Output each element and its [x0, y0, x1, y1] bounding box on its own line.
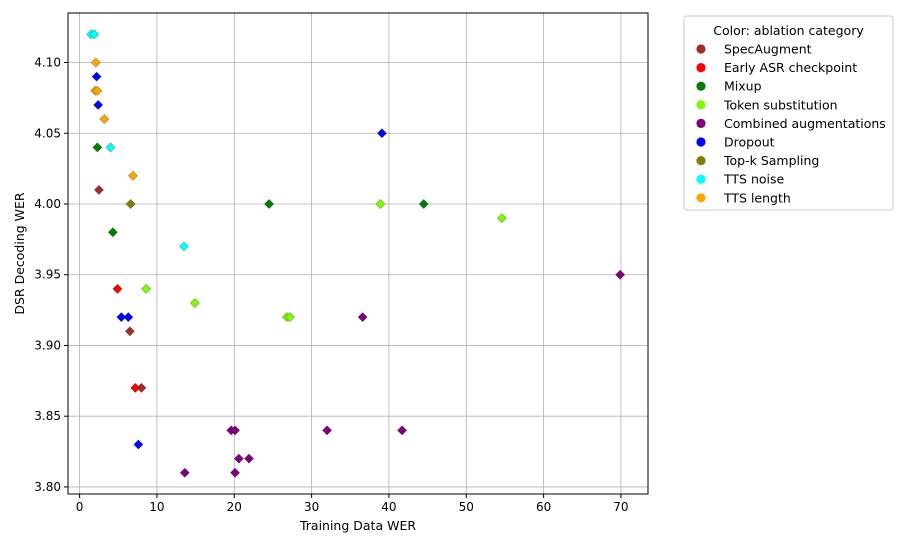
- data-point: [92, 142, 103, 153]
- data-point: [284, 312, 295, 323]
- data-point: [141, 283, 152, 294]
- x-tick-label: 50: [459, 500, 474, 514]
- legend-label: Top-k Sampling: [723, 153, 819, 168]
- legend-marker: [696, 81, 706, 91]
- data-point: [615, 269, 626, 280]
- data-point: [357, 312, 368, 323]
- data-point: [93, 99, 104, 110]
- y-tick-label: 4.00: [34, 197, 61, 211]
- legend-box: [683, 15, 894, 211]
- grid: [68, 13, 648, 494]
- data-point: [107, 227, 118, 238]
- data-point: [123, 312, 134, 323]
- data-point: [189, 297, 200, 309]
- legend-label: Mixup: [724, 79, 762, 94]
- legend-label: TTS noise: [723, 172, 785, 187]
- data-point: [496, 213, 507, 224]
- y-axis: 3.80 3.85 3.90 3.95 4.00 4.05 4.10: [34, 56, 68, 494]
- legend-label: Token substitution: [723, 97, 838, 112]
- x-axis-label: Training Data WER: [299, 518, 416, 533]
- legend-title: Color: ablation category: [713, 23, 864, 38]
- legend-marker: [696, 100, 706, 110]
- legend-items: SpecAugment Early ASR checkpoint Mixup Toke…: [696, 42, 886, 205]
- legend: Color: ablation category SpecAugment Earl…: [683, 15, 894, 211]
- data-point: [127, 170, 138, 181]
- data-point: [105, 142, 116, 153]
- data-point: [376, 128, 387, 139]
- y-tick-label: 3.90: [34, 338, 61, 352]
- legend-marker: [696, 137, 706, 147]
- legend-marker: [696, 193, 706, 203]
- x-tick-label: 0: [76, 500, 84, 514]
- legend-marker: [696, 44, 706, 54]
- y-tick-label: 3.85: [34, 409, 61, 423]
- data-point: [116, 312, 127, 323]
- data-point: [230, 425, 241, 436]
- plot-frame: [67, 12, 649, 495]
- data-point: [125, 198, 136, 210]
- legend-label: TTS length: [723, 190, 791, 205]
- data-point: [233, 453, 244, 464]
- data-point: [243, 453, 254, 464]
- x-tick-label: 10: [149, 500, 164, 514]
- data-point: [93, 184, 104, 195]
- data-point: [89, 29, 100, 40]
- legend-label: Early ASR checkpoint: [724, 60, 857, 75]
- data-point: [179, 467, 190, 478]
- y-axis-label: DSR Decoding WER: [12, 192, 27, 315]
- data-point: [90, 57, 101, 68]
- legend-label: SpecAugment: [724, 42, 812, 57]
- y-tick-label: 4.10: [34, 56, 61, 70]
- y-tick-label: 3.95: [34, 268, 61, 282]
- data-point: [136, 382, 147, 393]
- legend-marker: [696, 118, 706, 128]
- data-point: [112, 283, 123, 294]
- data-point: [133, 439, 144, 450]
- data-point: [130, 382, 141, 393]
- data-point: [92, 85, 103, 96]
- legend-marker: [696, 174, 706, 184]
- data-point: [322, 425, 333, 436]
- x-tick-label: 20: [227, 500, 242, 514]
- x-tick-label: 70: [613, 500, 628, 514]
- data-point: [124, 326, 135, 337]
- x-axis: 0 10 20 30 40 50 60 70: [76, 494, 629, 514]
- x-tick-label: 30: [304, 500, 319, 514]
- data-point: [418, 198, 429, 210]
- legend-label: Dropout: [724, 135, 775, 150]
- data-point: [375, 198, 386, 210]
- data-point: [178, 241, 190, 252]
- data-point: [91, 71, 102, 82]
- data-point: [230, 467, 241, 478]
- data-point: [99, 114, 110, 125]
- x-tick-label: 60: [536, 500, 551, 514]
- x-tick-label: 40: [381, 500, 396, 514]
- legend-marker: [696, 156, 706, 166]
- data-points: [86, 29, 626, 478]
- legend-marker: [696, 63, 706, 73]
- data-point: [264, 198, 275, 210]
- legend-label: Combined augmentations: [724, 116, 886, 131]
- y-tick-label: 3.80: [34, 480, 61, 494]
- data-point: [397, 425, 408, 436]
- y-tick-label: 4.05: [34, 126, 61, 140]
